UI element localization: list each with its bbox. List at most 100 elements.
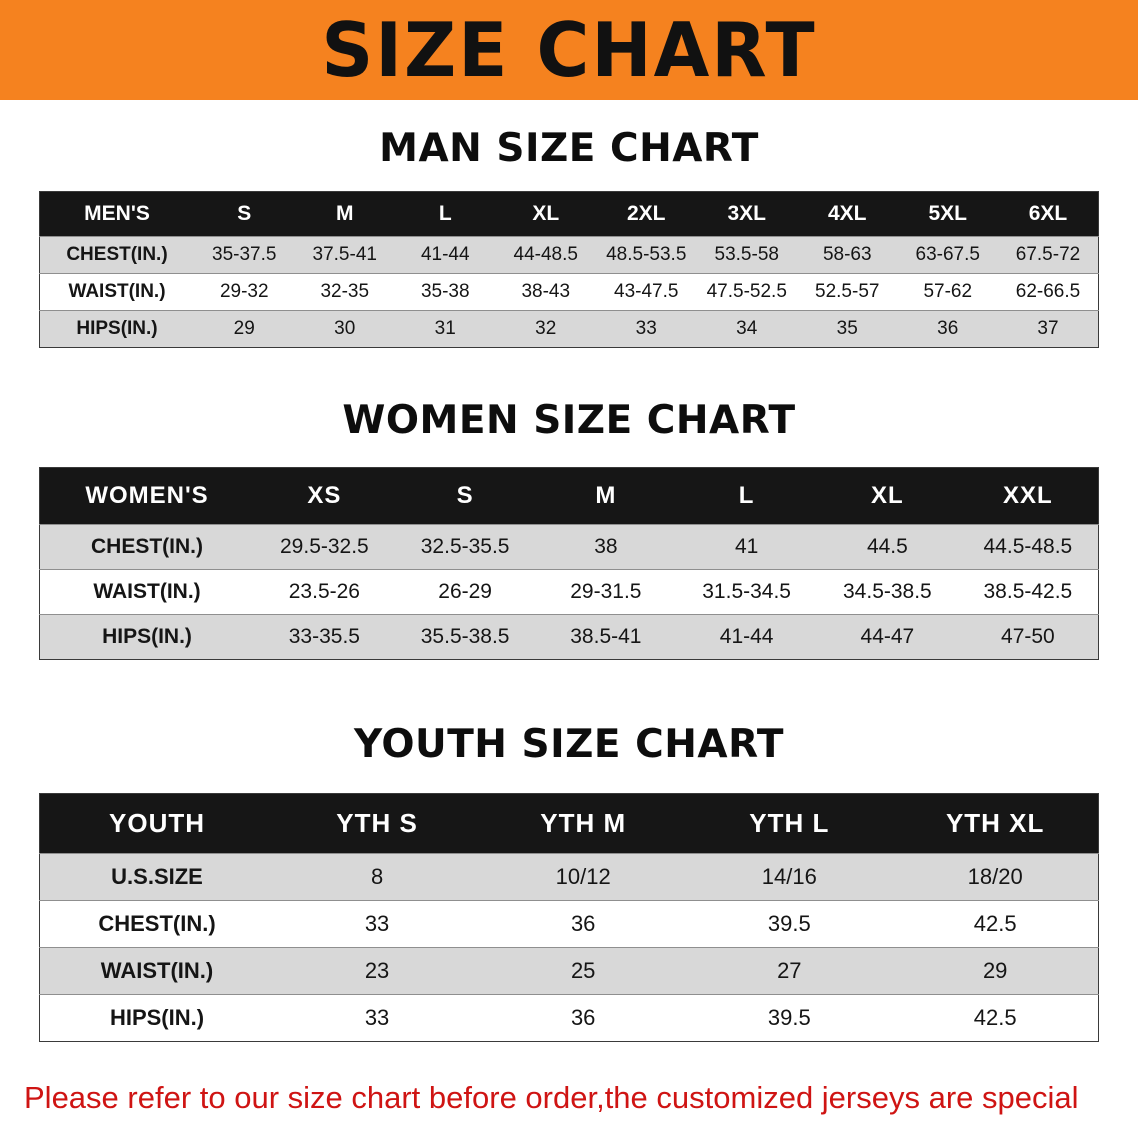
size-value: 32.5-35.5 bbox=[394, 524, 536, 570]
women-size-table: WOMEN'S XS S M L XL XXL CHEST(IN.) 29.5-32.5 32.5… bbox=[39, 467, 1099, 660]
size-value: 35.5-38.5 bbox=[394, 614, 536, 660]
size-value: 18/20 bbox=[892, 853, 1099, 901]
table-corner-label: YOUTH bbox=[39, 793, 274, 854]
row-label: U.S.SIZE bbox=[39, 853, 274, 901]
size-value: 44.5 bbox=[817, 524, 958, 570]
size-column-header: M bbox=[294, 191, 395, 237]
men-size-section: MAN SIZE CHART MEN'S S M L XL 2XL 3XL 4XL 5XL 6XL… bbox=[0, 126, 1138, 348]
size-column-header: 2XL bbox=[596, 191, 697, 237]
size-value: 29-32 bbox=[194, 273, 295, 311]
women-size-section: WOMEN SIZE CHART WOMEN'S XS S M L XL XXL CHEST(… bbox=[0, 398, 1138, 660]
table-row: WAIST(IN.) 29-32 32-35 35-38 38-43 43-47.5 47.… bbox=[39, 273, 1099, 311]
table-row: HIPS(IN.) 29 30 31 32 33 34 35 36 37 bbox=[39, 310, 1099, 348]
table-corner-label: WOMEN'S bbox=[39, 467, 254, 525]
size-column-header: XL bbox=[495, 191, 596, 237]
size-value: 30 bbox=[294, 310, 395, 348]
size-column-header: S bbox=[394, 467, 536, 525]
row-label: HIPS(IN.) bbox=[39, 310, 194, 348]
size-value: 35 bbox=[797, 310, 898, 348]
size-value: 41 bbox=[676, 524, 817, 570]
size-value: 25 bbox=[480, 947, 687, 995]
size-value: 33 bbox=[274, 900, 481, 948]
size-value: 36 bbox=[897, 310, 998, 348]
youth-size-table: YOUTH YTH S YTH M YTH L YTH XL U.S.SIZE 8 10/12… bbox=[39, 793, 1099, 1042]
table-row: WAIST(IN.) 23 25 27 29 bbox=[39, 947, 1099, 995]
size-value: 58-63 bbox=[797, 236, 898, 274]
size-value: 39.5 bbox=[686, 994, 893, 1042]
table-row: CHEST(IN.) 35-37.5 37.5-41 41-44 44-48.5 48.5… bbox=[39, 236, 1099, 274]
size-value: 34 bbox=[696, 310, 797, 348]
size-value: 42.5 bbox=[892, 900, 1099, 948]
size-value: 29-31.5 bbox=[535, 569, 677, 615]
size-column-header: YTH XL bbox=[892, 793, 1099, 854]
size-column-header: 6XL bbox=[998, 191, 1099, 237]
size-column-header: M bbox=[535, 467, 677, 525]
size-value: 36 bbox=[480, 994, 687, 1042]
size-value: 29.5-32.5 bbox=[254, 524, 395, 570]
row-label: HIPS(IN.) bbox=[39, 614, 254, 660]
size-value: 37 bbox=[998, 310, 1099, 348]
table-corner-label: MEN'S bbox=[39, 191, 194, 237]
size-column-header: 4XL bbox=[797, 191, 898, 237]
size-value: 47-50 bbox=[957, 614, 1099, 660]
size-column-header: 3XL bbox=[696, 191, 797, 237]
table-row: HIPS(IN.) 33-35.5 35.5-38.5 38.5-41 41-44 44-… bbox=[39, 614, 1099, 660]
size-value: 34.5-38.5 bbox=[817, 569, 958, 615]
size-value: 38.5-41 bbox=[535, 614, 677, 660]
table-row: CHEST(IN.) 33 36 39.5 42.5 bbox=[39, 900, 1099, 948]
size-column-header: YTH L bbox=[686, 793, 893, 854]
row-label: HIPS(IN.) bbox=[39, 994, 274, 1042]
size-value: 44-48.5 bbox=[495, 236, 596, 274]
size-column-header: XXL bbox=[957, 467, 1099, 525]
size-value: 62-66.5 bbox=[998, 273, 1099, 311]
row-label: CHEST(IN.) bbox=[39, 524, 254, 570]
size-value: 23.5-26 bbox=[254, 569, 395, 615]
size-value: 32-35 bbox=[294, 273, 395, 311]
row-label: WAIST(IN.) bbox=[39, 947, 274, 995]
men-section-heading: MAN SIZE CHART bbox=[379, 126, 759, 171]
size-value: 27 bbox=[686, 947, 893, 995]
row-label: WAIST(IN.) bbox=[39, 273, 194, 311]
size-value: 8 bbox=[274, 853, 481, 901]
row-label: CHEST(IN.) bbox=[39, 236, 194, 274]
row-label: WAIST(IN.) bbox=[39, 569, 254, 615]
size-value: 33-35.5 bbox=[254, 614, 395, 660]
table-row: HIPS(IN.) 33 36 39.5 42.5 bbox=[39, 994, 1099, 1042]
youth-size-section: YOUTH SIZE CHART YOUTH YTH S YTH M YTH L YTH… bbox=[0, 722, 1138, 1042]
size-column-header: XL bbox=[817, 467, 958, 525]
size-value: 23 bbox=[274, 947, 481, 995]
size-value: 41-44 bbox=[395, 236, 496, 274]
size-value: 29 bbox=[194, 310, 295, 348]
size-value: 37.5-41 bbox=[294, 236, 395, 274]
size-value: 67.5-72 bbox=[998, 236, 1099, 274]
size-value: 29 bbox=[892, 947, 1099, 995]
size-value: 26-29 bbox=[394, 569, 536, 615]
size-value: 63-67.5 bbox=[897, 236, 998, 274]
size-value: 32 bbox=[495, 310, 596, 348]
table-header-row: MEN'S S M L XL 2XL 3XL 4XL 5XL 6XL bbox=[39, 191, 1099, 237]
size-column-header: XS bbox=[254, 467, 395, 525]
size-value: 35-38 bbox=[395, 273, 496, 311]
men-size-table: MEN'S S M L XL 2XL 3XL 4XL 5XL 6XL CHEST(IN.) 35-37… bbox=[39, 191, 1099, 348]
size-value: 42.5 bbox=[892, 994, 1099, 1042]
size-column-header: 5XL bbox=[897, 191, 998, 237]
size-value: 14/16 bbox=[686, 853, 893, 901]
size-value: 39.5 bbox=[686, 900, 893, 948]
size-value: 57-62 bbox=[897, 273, 998, 311]
table-row: U.S.SIZE 8 10/12 14/16 18/20 bbox=[39, 853, 1099, 901]
size-value: 38 bbox=[535, 524, 677, 570]
size-value: 41-44 bbox=[676, 614, 817, 660]
size-value: 33 bbox=[596, 310, 697, 348]
size-value: 33 bbox=[274, 994, 481, 1042]
size-value: 52.5-57 bbox=[797, 273, 898, 311]
row-label: CHEST(IN.) bbox=[39, 900, 274, 948]
size-value: 53.5-58 bbox=[696, 236, 797, 274]
women-section-heading: WOMEN SIZE CHART bbox=[342, 398, 796, 443]
size-value: 44.5-48.5 bbox=[957, 524, 1099, 570]
table-row: WAIST(IN.) 23.5-26 26-29 29-31.5 31.5-34.5 34… bbox=[39, 569, 1099, 615]
size-value: 31 bbox=[395, 310, 496, 348]
size-value: 35-37.5 bbox=[194, 236, 295, 274]
size-value: 47.5-52.5 bbox=[696, 273, 797, 311]
youth-section-heading: YOUTH SIZE CHART bbox=[354, 722, 784, 767]
